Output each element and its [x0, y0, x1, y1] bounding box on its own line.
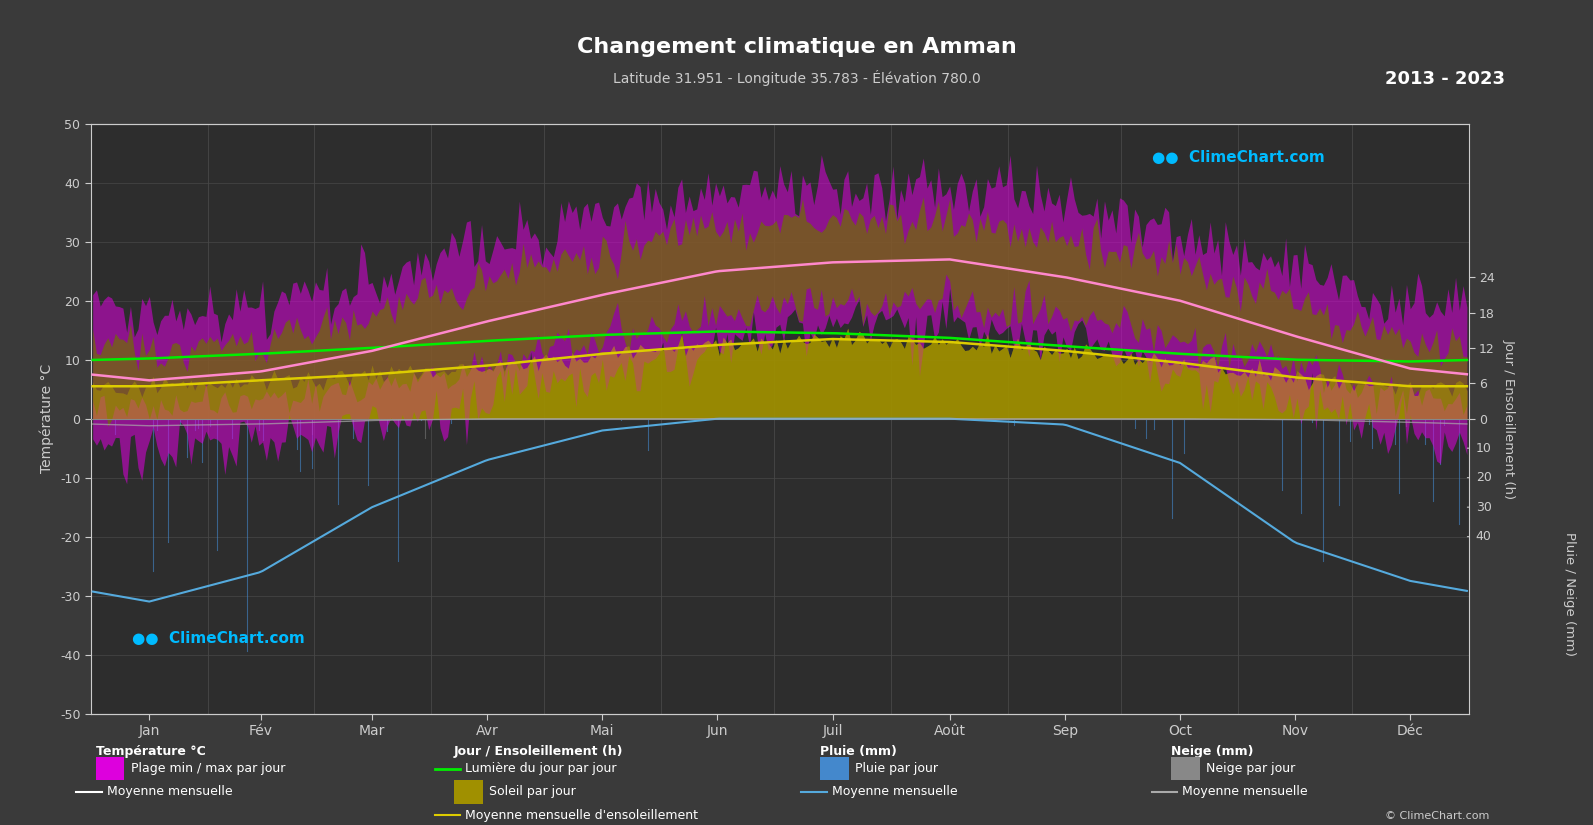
- Text: Moyenne mensuelle: Moyenne mensuelle: [832, 785, 957, 799]
- Text: © ClimeChart.com: © ClimeChart.com: [1384, 811, 1489, 821]
- Text: Pluie / Neige (mm): Pluie / Neige (mm): [1563, 532, 1575, 656]
- Text: Plage min / max par jour: Plage min / max par jour: [131, 762, 285, 776]
- Text: Jour / Ensoleillement (h): Jour / Ensoleillement (h): [454, 745, 623, 758]
- Text: Soleil par jour: Soleil par jour: [489, 785, 575, 799]
- Text: 30: 30: [1475, 501, 1491, 514]
- Y-axis label: Jour / Ensoleillement (h): Jour / Ensoleillement (h): [1502, 338, 1517, 499]
- Text: 2013 - 2023: 2013 - 2023: [1386, 70, 1505, 88]
- Text: 40: 40: [1475, 530, 1491, 543]
- Text: Neige par jour: Neige par jour: [1206, 762, 1295, 776]
- Text: Moyenne mensuelle d'ensoleillement: Moyenne mensuelle d'ensoleillement: [465, 808, 698, 822]
- Text: Moyenne mensuelle: Moyenne mensuelle: [107, 785, 233, 799]
- Text: Température °C: Température °C: [96, 745, 205, 758]
- Text: Lumière du jour par jour: Lumière du jour par jour: [465, 762, 616, 776]
- Text: ●●  ClimeChart.com: ●● ClimeChart.com: [1152, 150, 1324, 165]
- Text: ●●  ClimeChart.com: ●● ClimeChart.com: [132, 631, 304, 646]
- Text: Pluie (mm): Pluie (mm): [820, 745, 897, 758]
- Text: Latitude 31.951 - Longitude 35.783 - Élévation 780.0: Latitude 31.951 - Longitude 35.783 - Élé…: [613, 70, 980, 86]
- Text: 20: 20: [1475, 471, 1491, 484]
- Text: 10: 10: [1475, 441, 1491, 455]
- Text: Changement climatique en Amman: Changement climatique en Amman: [577, 37, 1016, 57]
- Text: Pluie par jour: Pluie par jour: [855, 762, 938, 776]
- Text: Neige (mm): Neige (mm): [1171, 745, 1254, 758]
- Text: Moyenne mensuelle: Moyenne mensuelle: [1182, 785, 1308, 799]
- Y-axis label: Température °C: Température °C: [40, 364, 54, 474]
